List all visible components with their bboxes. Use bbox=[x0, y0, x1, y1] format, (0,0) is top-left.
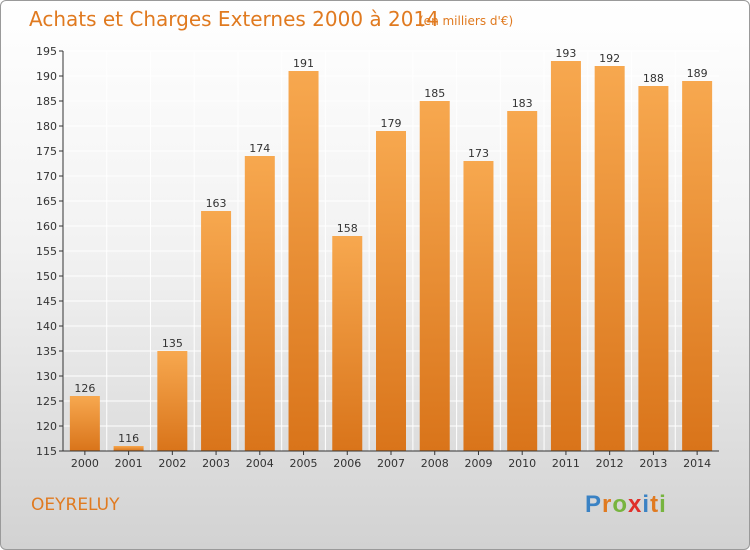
y-tick-label: 175 bbox=[36, 145, 57, 158]
bar-2007 bbox=[376, 131, 406, 451]
y-tick-label: 130 bbox=[36, 370, 57, 383]
data-label-2012: 192 bbox=[599, 52, 620, 65]
bar-2005 bbox=[288, 71, 319, 451]
bar-2014 bbox=[682, 81, 713, 451]
y-tick-label: 125 bbox=[36, 395, 57, 408]
bar-2009 bbox=[463, 161, 494, 451]
x-tick-label-2006: 2006 bbox=[333, 457, 361, 470]
data-label-2000: 126 bbox=[74, 382, 95, 395]
y-tick-label: 180 bbox=[36, 120, 57, 133]
data-label-2013: 188 bbox=[643, 72, 664, 85]
x-tick-label-2007: 2007 bbox=[377, 457, 405, 470]
y-tick-label: 195 bbox=[36, 45, 57, 58]
bar-2000 bbox=[69, 396, 100, 451]
chart-unit-label: (en milliers d'€) bbox=[419, 14, 514, 28]
proxiti-logo[interactable]: Proxiti bbox=[585, 491, 667, 519]
logo-letter: i bbox=[659, 491, 667, 518]
axes: 115 120 125 130 135 140 145 150 155 160 165 170 175 1… bbox=[36, 45, 719, 470]
x-tick-label-2002: 2002 bbox=[158, 457, 186, 470]
bar-2010 bbox=[507, 111, 538, 451]
bar-2003 bbox=[201, 211, 232, 451]
data-label-2001: 116 bbox=[118, 432, 139, 445]
y-tick-label: 190 bbox=[36, 70, 57, 83]
data-label-2004: 174 bbox=[249, 142, 270, 155]
y-tick-label: 135 bbox=[36, 345, 57, 358]
bar-2002 bbox=[157, 351, 188, 451]
logo-letter: x bbox=[628, 491, 643, 518]
logo-letter: r bbox=[602, 491, 613, 518]
bar-2013 bbox=[638, 86, 669, 451]
data-label-2009: 173 bbox=[468, 147, 489, 160]
data-label-2003: 163 bbox=[206, 197, 227, 210]
x-tick-label-2004: 2004 bbox=[246, 457, 274, 470]
y-tick-label: 185 bbox=[36, 95, 57, 108]
y-tick-label: 160 bbox=[36, 220, 57, 233]
y-tick-label: 145 bbox=[36, 295, 57, 308]
y-tick-label: 150 bbox=[36, 270, 57, 283]
y-tick-label: 155 bbox=[36, 245, 57, 258]
x-tick-label-2008: 2008 bbox=[421, 457, 449, 470]
data-label-2002: 135 bbox=[162, 337, 183, 350]
y-tick-label: 165 bbox=[36, 195, 57, 208]
logo-letter: o bbox=[612, 491, 629, 518]
x-tick-label-2009: 2009 bbox=[464, 457, 492, 470]
bar-2011 bbox=[550, 61, 581, 451]
x-tick-label-2012: 2012 bbox=[596, 457, 624, 470]
x-tick-label-2001: 2001 bbox=[115, 457, 143, 470]
data-label-2008: 185 bbox=[424, 87, 445, 100]
y-tick-label: 115 bbox=[36, 445, 57, 458]
data-label-2010: 183 bbox=[512, 97, 533, 110]
bar-2008 bbox=[419, 101, 450, 451]
logo-letter: i bbox=[642, 491, 651, 518]
logo-letter: P bbox=[585, 491, 603, 518]
data-label-2005: 191 bbox=[293, 57, 314, 70]
y-tick-label: 170 bbox=[36, 170, 57, 183]
y-tick-label: 140 bbox=[36, 320, 57, 333]
bar-2004 bbox=[244, 156, 275, 451]
x-tick-label-2011: 2011 bbox=[552, 457, 580, 470]
bar-2001 bbox=[113, 446, 144, 451]
x-tick-label-2005: 2005 bbox=[290, 457, 318, 470]
x-tick-label-2013: 2013 bbox=[639, 457, 667, 470]
x-tick-label-2010: 2010 bbox=[508, 457, 536, 470]
data-label-2006: 158 bbox=[337, 222, 358, 235]
data-label-2011: 193 bbox=[555, 47, 576, 60]
bar-2012 bbox=[594, 66, 625, 451]
bars: 126 116 135 163 174 191 158 179 185 173 183 193 192 1… bbox=[69, 47, 713, 451]
bar-2006 bbox=[332, 236, 363, 451]
data-label-2014: 189 bbox=[687, 67, 708, 80]
y-tick-label: 120 bbox=[36, 420, 57, 433]
logo-letter: t bbox=[650, 491, 660, 518]
town-name: OEYRELUY bbox=[31, 495, 120, 515]
x-tick-label-2003: 2003 bbox=[202, 457, 230, 470]
x-tick-label-2014: 2014 bbox=[683, 457, 711, 470]
data-label-2007: 179 bbox=[381, 117, 402, 130]
chart-title: Achats et Charges Externes 2000 à 2014 bbox=[29, 7, 439, 31]
x-tick-label-2000: 2000 bbox=[71, 457, 99, 470]
